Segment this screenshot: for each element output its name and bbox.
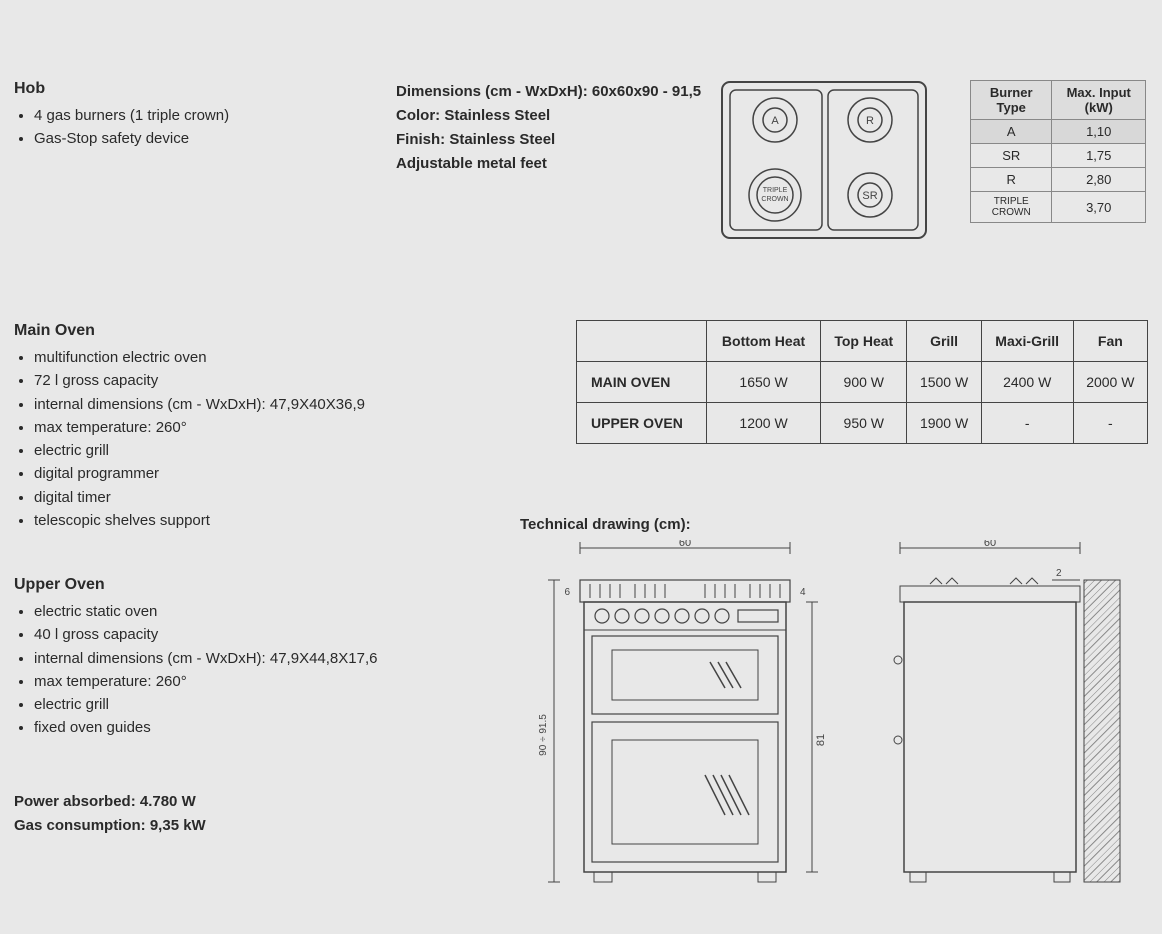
list-item: multifunction electric oven <box>34 346 474 369</box>
list-item: telescopic shelves support <box>34 509 474 532</box>
hob-item: 4 gas burners (1 triple crown) <box>34 104 364 127</box>
hob-diagram: A R TRIPLE CROWN SR <box>720 80 928 240</box>
spec-line: Dimensions (cm - WxDxH): 60x60x90 - 91,5 <box>396 80 716 104</box>
list-item: electric static oven <box>34 600 474 623</box>
burner-r-icon: R <box>848 98 892 142</box>
svg-text:4: 4 <box>800 587 806 598</box>
oven-table-header: Fan <box>1073 321 1147 362</box>
upper-oven-list: electric static oven 40 l gross capacity… <box>20 600 474 740</box>
list-item: digital programmer <box>34 462 474 485</box>
main-oven-section: Main Oven multifunction electric oven 72… <box>14 322 474 532</box>
oven-table-header <box>577 321 707 362</box>
gas-consumption: Gas consumption: 9,35 kW <box>14 814 474 838</box>
list-item: digital timer <box>34 486 474 509</box>
svg-text:6: 6 <box>564 587 570 598</box>
oven-table-row: UPPER OVEN 1200 W 950 W 1900 W - - <box>577 403 1148 444</box>
burner-table-row: A 1,10 <box>971 120 1146 144</box>
hob-section: Hob 4 gas burners (1 triple crown) Gas-S… <box>14 80 364 151</box>
burner-table-header: Burner Type <box>971 81 1052 120</box>
list-item: max temperature: 260° <box>34 416 474 439</box>
oven-table-header: Bottom Heat <box>707 321 821 362</box>
oven-table: Bottom Heat Top Heat Grill Maxi-Grill Fa… <box>576 320 1148 444</box>
main-oven-title: Main Oven <box>14 322 474 340</box>
upper-oven-title: Upper Oven <box>14 576 474 594</box>
spec-line: Adjustable metal feet <box>396 152 716 176</box>
svg-text:60: 60 <box>679 540 691 549</box>
burner-sr-icon: SR <box>848 173 892 217</box>
svg-text:90 ÷ 91.5: 90 ÷ 91.5 <box>538 714 549 756</box>
oven-table-header: Maxi-Grill <box>981 321 1073 362</box>
burner-table: Burner Type Max. Input (kW) A 1,10 SR 1,… <box>970 80 1146 223</box>
svg-text:A: A <box>771 115 779 127</box>
upper-oven-section: Upper Oven electric static oven 40 l gro… <box>14 576 474 740</box>
technical-drawing-side: 60 2 <box>880 540 1140 900</box>
svg-text:2: 2 <box>1056 568 1062 579</box>
spec-line: Finish: Stainless Steel <box>396 128 716 152</box>
svg-text:81: 81 <box>815 734 827 746</box>
burner-table-row: R 2,80 <box>971 168 1146 192</box>
burner-table-header: Max. Input (kW) <box>1052 81 1146 120</box>
burner-triple-crown-icon: TRIPLE CROWN <box>749 169 801 221</box>
list-item: internal dimensions (cm - WxDxH): 47,9X4… <box>34 393 474 416</box>
svg-text:CROWN: CROWN <box>761 196 788 203</box>
power-absorbed: Power absorbed: 4.780 W <box>14 790 474 814</box>
svg-text:SR: SR <box>862 190 877 202</box>
list-item: fixed oven guides <box>34 716 474 739</box>
technical-drawing-title: Technical drawing (cm): <box>520 516 691 533</box>
list-item: electric grill <box>34 693 474 716</box>
svg-text:R: R <box>866 115 874 127</box>
hob-item: Gas-Stop safety device <box>34 127 364 150</box>
main-oven-list: multifunction electric oven 72 l gross c… <box>20 346 474 532</box>
spec-line: Color: Stainless Steel <box>396 104 716 128</box>
oven-table-header: Grill <box>907 321 981 362</box>
power-section: Power absorbed: 4.780 W Gas consumption:… <box>14 790 474 838</box>
list-item: max temperature: 260° <box>34 670 474 693</box>
list-item: internal dimensions (cm - WxDxH): 47,9X4… <box>34 647 474 670</box>
list-item: 40 l gross capacity <box>34 623 474 646</box>
svg-text:60: 60 <box>984 540 996 549</box>
hob-title: Hob <box>14 80 364 98</box>
oven-table-header: Top Heat <box>821 321 907 362</box>
burner-a-icon: A <box>753 98 797 142</box>
list-item: electric grill <box>34 439 474 462</box>
svg-text:TRIPLE: TRIPLE <box>763 187 788 194</box>
burner-table-row: TRIPLE CROWN 3,70 <box>971 192 1146 223</box>
oven-table-row: MAIN OVEN 1650 W 900 W 1500 W 2400 W 200… <box>577 362 1148 403</box>
dimensions-section: Dimensions (cm - WxDxH): 60x60x90 - 91,5… <box>396 80 716 176</box>
burner-table-row: SR 1,75 <box>971 144 1146 168</box>
technical-drawing-front: 60 6 4 <box>520 540 840 900</box>
list-item: 72 l gross capacity <box>34 369 474 392</box>
hob-list: 4 gas burners (1 triple crown) Gas-Stop … <box>20 104 364 151</box>
